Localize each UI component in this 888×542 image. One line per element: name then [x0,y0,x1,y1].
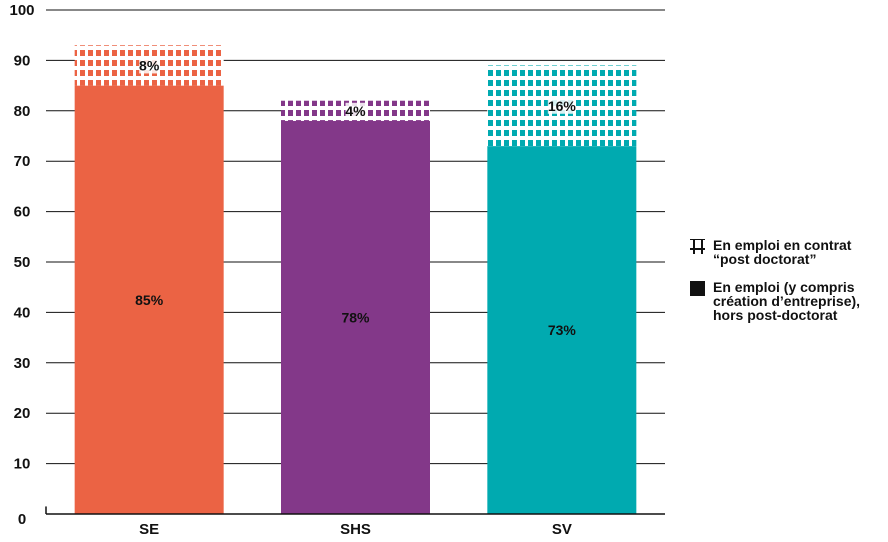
data-label: 73% [548,322,577,338]
data-label: 16% [548,98,577,114]
y-tick-label: 60 [14,204,31,221]
y-tick-label: 30 [14,355,31,372]
y-tick-label: 70 [14,153,31,170]
solid-square-icon [690,281,705,296]
y-tick-label: 100 [9,2,34,19]
data-label-background [139,57,160,74]
data-label: 85% [135,292,164,308]
legend-label-emploi: En emploi (y compris création d’entrepri… [713,280,860,322]
legend-label-line: hors post-doctorat [713,307,838,323]
hatch-grid-icon [690,239,705,254]
bar-segment [281,120,430,514]
legend: En emploi en contrat “post doctorat” En … [690,238,886,336]
data-label: 8% [139,57,160,73]
x-category-label: SHS [340,521,371,538]
data-label-background [345,102,366,119]
y-tick-label: 20 [14,405,31,422]
y-tick-label: 50 [14,254,31,271]
y-tick-label: 90 [14,52,31,69]
y-tick-label: 10 [14,456,31,473]
data-label: 78% [341,309,370,325]
axes: 0 10 20 30 40 50 60 70 80 90 100 SE SHS SV [9,2,665,538]
bar-segment [74,85,224,514]
legend-label-line: En emploi en contrat [713,237,852,253]
bars [74,45,637,514]
legend-label-line: “post doctorat” [713,251,817,267]
legend-label-line: création d’entreprise), [713,293,861,309]
data-label-background [547,97,576,114]
y-tick-label: 40 [14,304,31,321]
x-category-label: SE [139,521,159,538]
x-category-label: SV [552,521,572,538]
legend-label-post-doctorat: En emploi en contrat “post doctorat” [713,238,851,266]
y-tick-label: 0 [18,511,26,528]
bar-segment [487,146,637,514]
y-tick-label: 80 [14,103,31,120]
legend-item-emploi: En emploi (y compris création d’entrepri… [690,280,886,322]
data-label: 4% [345,103,366,119]
legend-item-post-doctorat: En emploi en contrat “post doctorat” [690,238,886,266]
legend-label-line: En emploi (y compris [713,279,855,295]
data-labels: 85% 8% 78% 4% 73% 16% [135,57,576,338]
